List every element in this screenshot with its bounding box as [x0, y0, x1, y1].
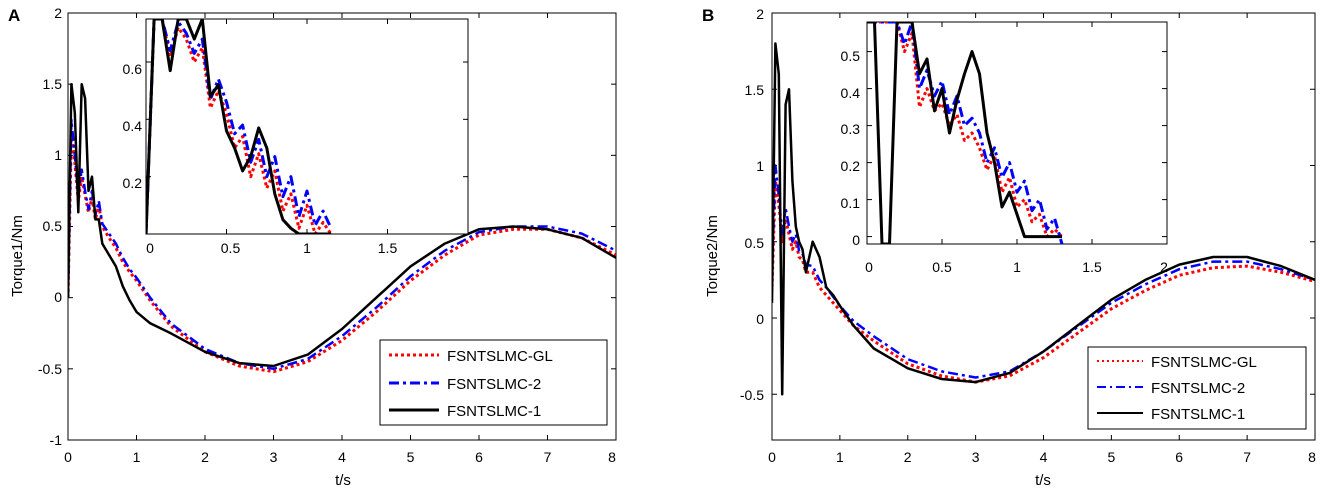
panel-b-series: [772, 42, 1315, 396]
panel-b-xtick-label: 7: [1243, 449, 1251, 465]
panel-b-inset-line-s2: [867, 22, 1064, 244]
panel-a-xtick-labels: 0 1 2 3 4 5 6 7 8: [64, 449, 616, 465]
panel-b-xtick-label: 3: [972, 449, 980, 465]
panel-a-ytick-label: 0: [54, 289, 62, 305]
panel-a-legend-label: FSNTSLMC-GL: [447, 348, 553, 365]
panel-b-inset-ytick-label: 0.1: [841, 195, 861, 211]
panel-b-inset-ytick-label: 0.3: [841, 121, 861, 137]
panel-b-inset-line-gl: [867, 22, 1064, 239]
panel-b: B Torque2/Nm t/s 0 1 2 3 4 5 6 7 8 -0.5 …: [702, 6, 1316, 489]
panel-b-ytick-label: -0.5: [740, 387, 764, 403]
panel-b-inset-line-s1: [867, 22, 1062, 244]
panel-b-inset-ytick-labels: 0 0.1 0.2 0.3 0.4 0.5: [841, 48, 861, 248]
panel-a-line-gl: [68, 132, 616, 374]
panel-b-xtick-label: 6: [1175, 449, 1183, 465]
panel-a-xtick-label: 1: [133, 449, 141, 465]
panel-a-legend-label: FSNTSLMC-2: [447, 376, 541, 393]
panel-a-inset-line-s1: [146, 19, 332, 234]
panel-a-ytick-label: 2: [54, 5, 62, 21]
panel-b-ytick-label: 1: [756, 158, 764, 174]
panel-b-inset-xtick-label: 0.5: [932, 259, 952, 275]
panel-b-xtick-labels: 0 1 2 3 4 5 6 7 8: [768, 449, 1316, 465]
panel-a-inset-ytick-label: 0.6: [123, 61, 143, 77]
panel-a-xtick-label: 4: [338, 449, 346, 465]
panel-a-inset-ytick-label: 0.4: [123, 118, 143, 134]
panel-a-line-s2: [68, 118, 616, 371]
panel-a-inset-xtick-label: 1: [303, 240, 311, 256]
panel-b-xtick-label: 0: [768, 449, 776, 465]
panel-b-inset-xtick-label: 2: [1160, 259, 1168, 275]
panel-a-xtick-label: 7: [544, 449, 552, 465]
panel-a-inset-ytick-labels: 0.2 0.4 0.6: [123, 61, 143, 191]
panel-b-legend-label: FSNTSLMC-2: [1151, 380, 1245, 397]
panel-a-xtick-label: 3: [270, 449, 278, 465]
panel-b-ytick-label: 0.5: [745, 235, 765, 251]
panel-a-xlabel: t/s: [335, 472, 351, 489]
panel-b-xtick-label: 2: [904, 449, 912, 465]
panel-a-line-s1: [68, 82, 616, 368]
panel-b-ytick-label: 2: [756, 6, 764, 22]
panel-b-inset-xtick-label: 1.5: [1082, 259, 1102, 275]
panel-b-xtick-label: 8: [1308, 449, 1316, 465]
panel-b-ytick-label: 1.5: [745, 82, 765, 98]
panel-a-letter: A: [8, 6, 20, 25]
panel-b-inset-series: [867, 22, 1064, 244]
panel-a-inset-xtick-label: 1.5: [378, 240, 398, 256]
panel-a-xtick-label: 6: [475, 449, 483, 465]
panel-b-ytick-labels: -0.5 0 0.5 1 1.5 2: [740, 6, 764, 403]
panel-a: A Torque1/Nm t/s 0 1 2 3 4 5 6 7 8 -1 -0…: [8, 5, 617, 489]
panel-a-inset-line-gl: [146, 19, 333, 234]
panel-a-inset-xtick-labels: 0 0.5 1 1.5: [146, 240, 397, 256]
panel-b-legend-label: FSNTSLMC-1: [1151, 406, 1245, 423]
panel-b-inset-tick-marks: [866, 22, 1168, 244]
panel-b-line-s1: [772, 42, 1315, 396]
panel-a-ylabel: Torque1/Nm: [9, 215, 26, 297]
panel-b-inset-ytick-label: 0: [852, 232, 860, 248]
panel-a-xtick-label: 8: [608, 449, 616, 465]
panel-a-xtick-label: 0: [64, 449, 72, 465]
panel-b-letter: B: [702, 6, 714, 25]
panel-b-inset-xtick-labels: 0 0.5 1 1.5 2: [865, 259, 1168, 275]
panel-b-ylabel: Torque2/Nm: [704, 215, 721, 297]
panel-b-inset-xtick-label: 1: [1013, 259, 1021, 275]
panel-b-inset-ytick-label: 0.2: [841, 158, 861, 174]
panel-a-inset-series: [146, 19, 333, 234]
panel-a-inset-ytick-label: 0.2: [123, 175, 143, 191]
panel-a-ytick-labels: -1 -0.5 0 0.5 1 1.5 2: [38, 5, 62, 448]
panel-b-inset-xtick-label: 0: [865, 259, 873, 275]
panel-b-inset-ytick-label: 0.4: [841, 85, 861, 101]
panel-b-xtick-label: 1: [836, 449, 844, 465]
panel-a-ytick-label: -0.5: [38, 361, 62, 377]
panel-b-inset-ytick-label: 0.5: [841, 48, 861, 64]
panel-a-ytick-label: 0.5: [43, 218, 63, 234]
panel-a-ytick-label: 1: [54, 147, 62, 163]
panel-b-legend-label: FSNTSLMC-GL: [1151, 354, 1257, 371]
panel-a-series: [68, 82, 616, 374]
panel-a-inset-xtick-label: 0.5: [221, 240, 241, 256]
panel-a-ytick-label: -1: [50, 432, 63, 448]
panel-a-ytick-label: 1.5: [43, 76, 63, 92]
panel-a-legend-label: FSNTSLMC-1: [447, 403, 541, 420]
panel-a-xtick-label: 2: [201, 449, 209, 465]
panel-a-inset-tick-marks: [145, 19, 468, 234]
panel-a-inset-xtick-label: 0: [146, 240, 154, 256]
panel-a-legend: FSNTSLMC-GL FSNTSLMC-2 FSNTSLMC-1: [379, 339, 608, 426]
panel-b-ytick-label: 0: [756, 311, 764, 327]
panel-b-line-gl: [772, 179, 1315, 384]
panel-b-xlabel: t/s: [1035, 472, 1051, 489]
panel-b-legend: FSNTSLMC-GL FSNTSLMC-2 FSNTSLMC-1: [1087, 346, 1307, 430]
panel-b-xtick-label: 5: [1108, 449, 1116, 465]
panel-a-xtick-label: 5: [407, 449, 415, 465]
panel-b-xtick-label: 4: [1040, 449, 1048, 465]
